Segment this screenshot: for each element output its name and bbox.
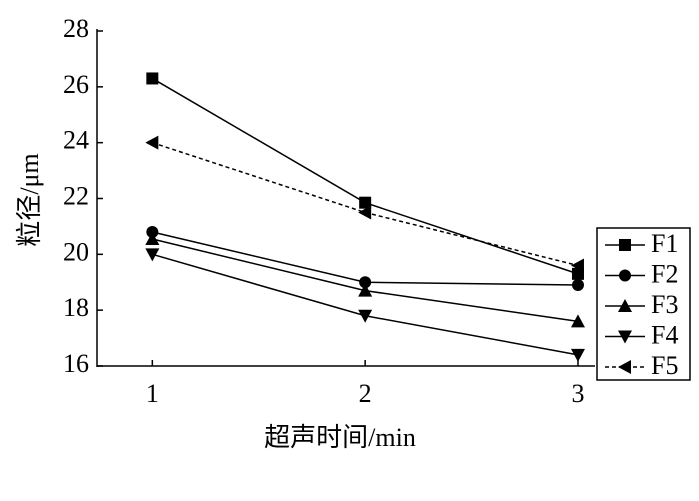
y-tick-label: 20: [63, 237, 89, 266]
marker: [145, 231, 160, 245]
marker: [570, 314, 585, 328]
x-axis-label: 超声时间/min: [264, 423, 416, 452]
legend-box: [596, 227, 691, 381]
legend-marker: [618, 299, 632, 312]
y-tick-label: 16: [63, 349, 89, 378]
x-tick-label: 2: [359, 379, 372, 408]
series-line: [151, 77, 579, 275]
series-line: [152, 253, 579, 356]
marker: [146, 72, 159, 85]
marker: [359, 196, 372, 209]
y-axis-label: 粒径/μm: [15, 153, 44, 246]
legend-label: F4: [651, 320, 678, 349]
marker: [570, 348, 585, 362]
y-tick-label: 24: [63, 126, 89, 155]
legend-label: F5: [651, 351, 678, 380]
legend-label: F2: [651, 259, 678, 288]
x-tick-label: 1: [146, 379, 159, 408]
marker: [570, 258, 584, 273]
legend-label: F1: [651, 229, 678, 258]
legend-marker: [618, 360, 631, 374]
marker: [358, 309, 373, 323]
legend-marker: [619, 239, 631, 251]
legend-label: F3: [651, 290, 678, 319]
y-tick-label: 22: [63, 181, 89, 210]
y-tick-label: 18: [63, 293, 89, 322]
marker: [359, 276, 372, 289]
marker: [358, 205, 372, 220]
y-tick-label: 28: [63, 14, 89, 43]
legend-marker: [618, 330, 632, 344]
x-tick-label: 3: [571, 379, 584, 408]
legend-marker: [619, 269, 631, 282]
y-tick-label: 26: [63, 70, 89, 99]
marker: [145, 135, 159, 150]
marker: [571, 279, 584, 292]
marker: [145, 248, 160, 262]
marker: [358, 283, 373, 297]
